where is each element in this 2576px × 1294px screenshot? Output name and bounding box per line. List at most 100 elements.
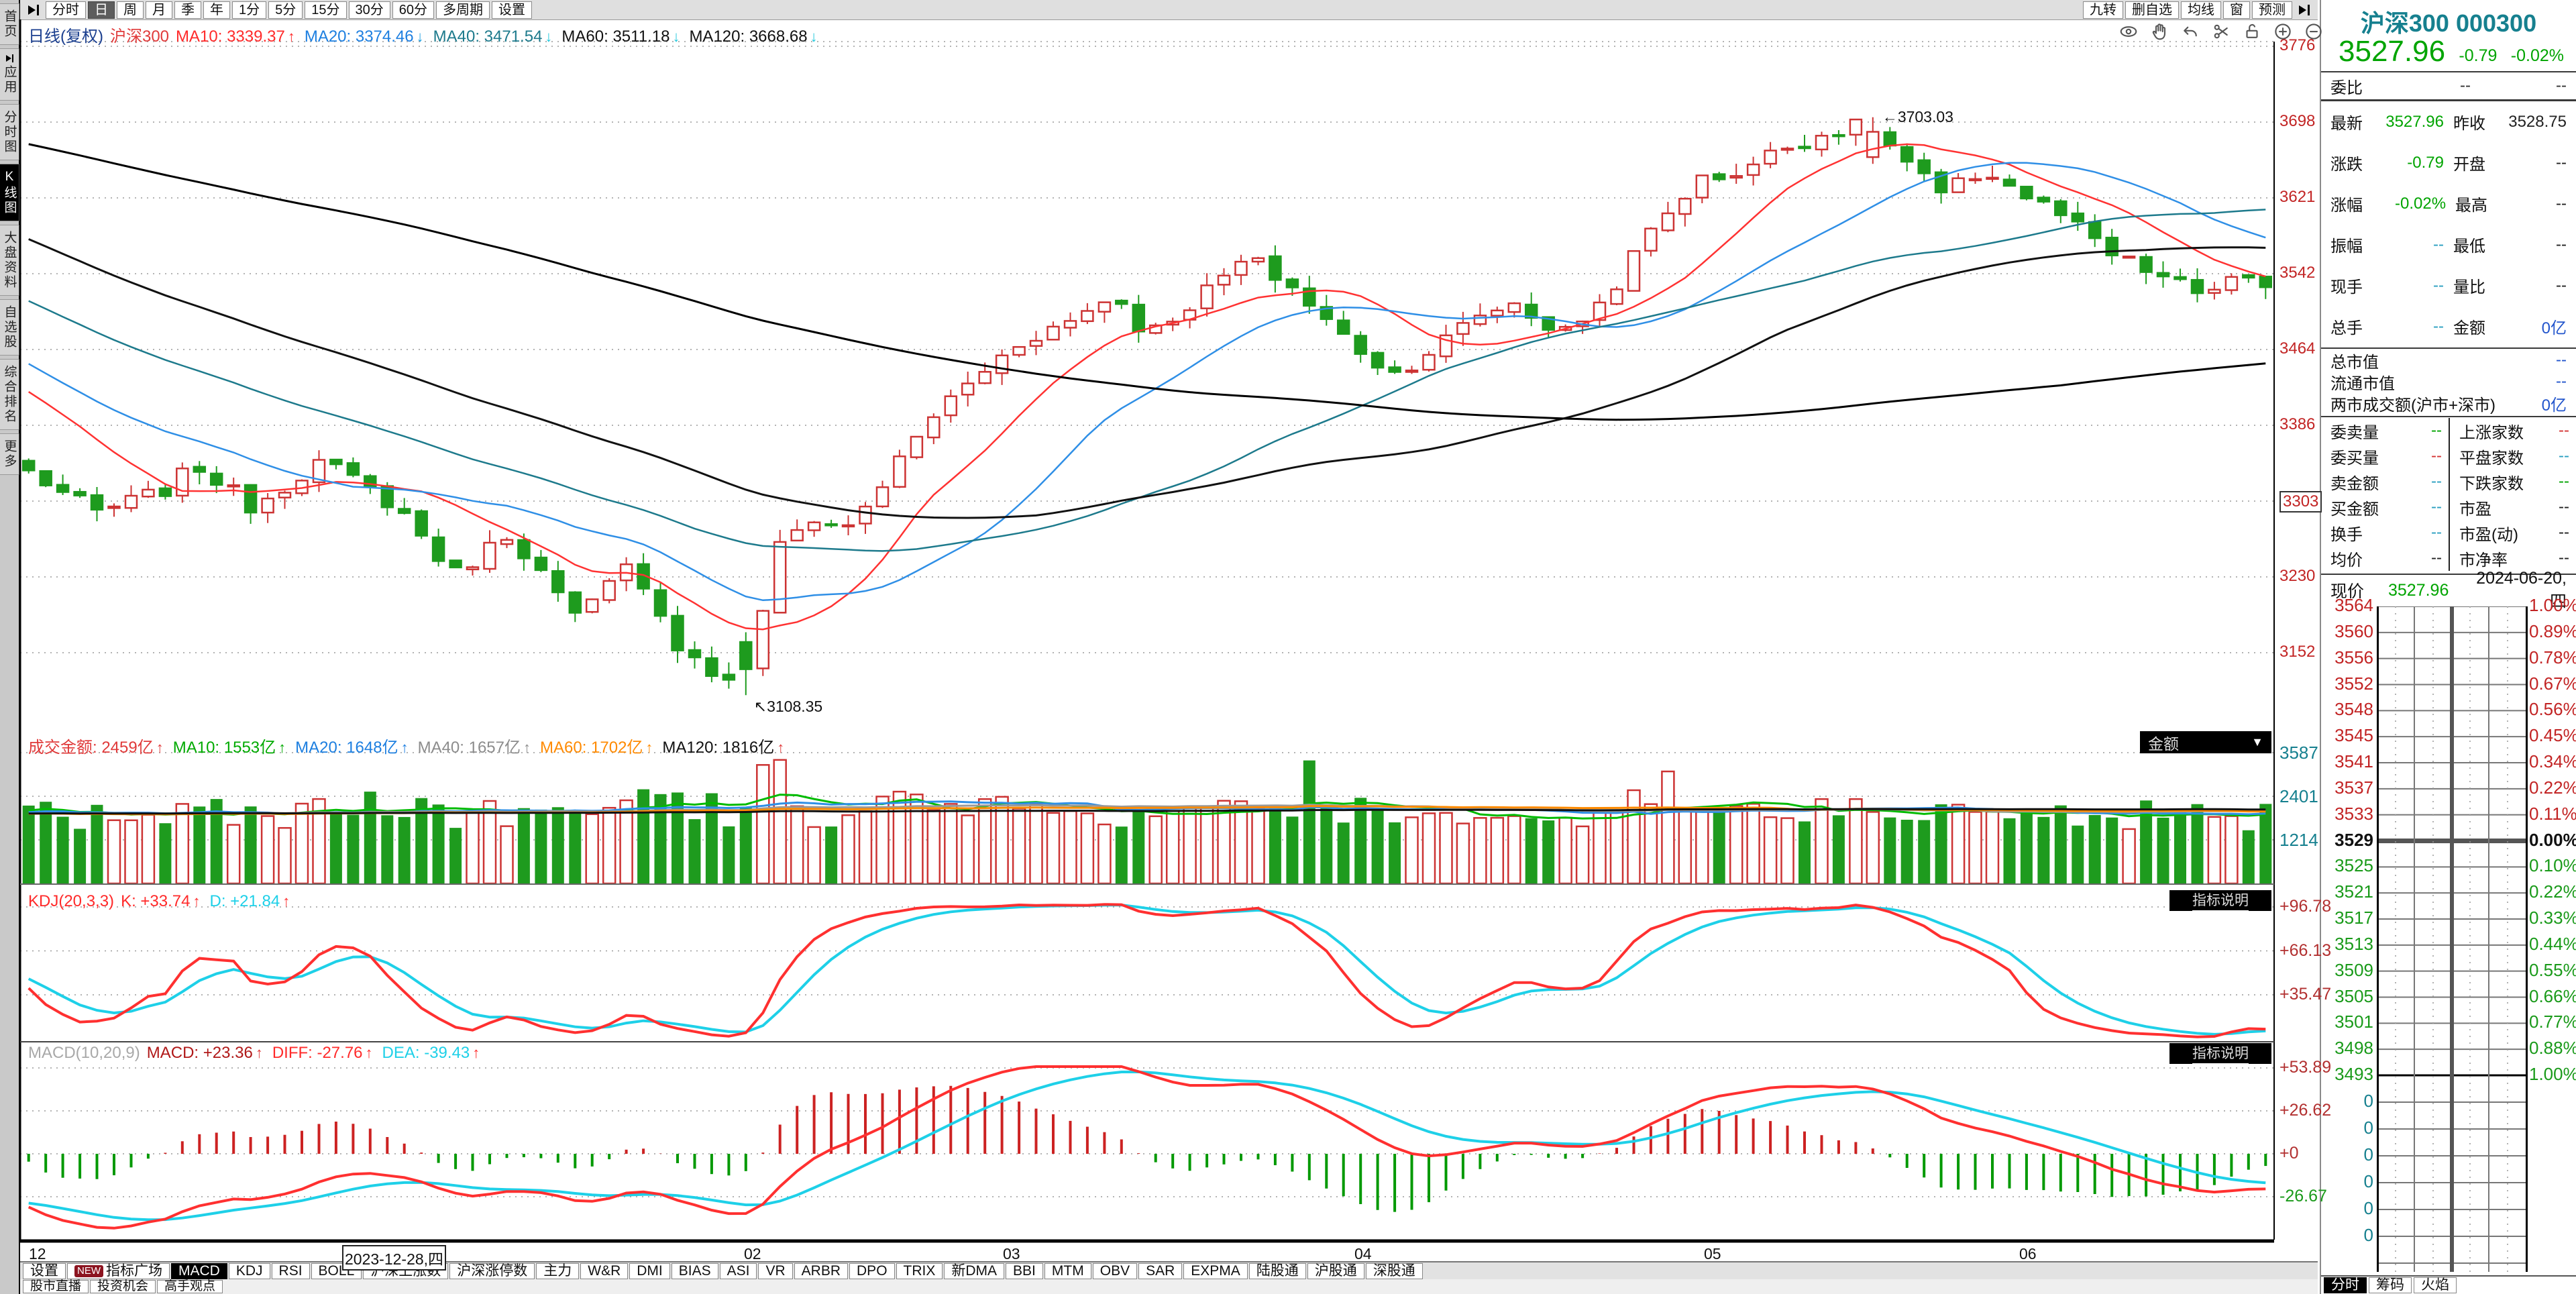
indicator-tab-MACD[interactable]: MACD — [171, 1262, 227, 1279]
indicator-tab-RSI[interactable]: RSI — [271, 1262, 310, 1279]
tool-窗[interactable]: 窗 — [2223, 1, 2250, 19]
volume-mode-dropdown[interactable]: 金额 ▼ — [2140, 731, 2271, 753]
ladder-price: 3564 — [2334, 595, 2373, 615]
zoom-in-icon[interactable] — [2273, 21, 2293, 42]
indicator-tab-DPO[interactable]: DPO — [849, 1262, 895, 1279]
ladder-price: 3505 — [2334, 985, 2373, 1006]
indicator-tab-沪股通[interactable]: 沪股通 — [1307, 1262, 1364, 1279]
period-60分[interactable]: 60分 — [392, 1, 434, 19]
indicator-value: K: +33.74 — [121, 892, 191, 910]
period-分时[interactable]: 分时 — [46, 1, 86, 19]
indicator-tab-ARBR[interactable]: ARBR — [794, 1262, 849, 1279]
price-axis-label: 3698 — [2279, 112, 2316, 130]
kdj-explain-badge[interactable]: 指标说明 — [2169, 890, 2271, 912]
sidebar-item-大盘资料[interactable]: 大盘资料 — [0, 225, 19, 296]
indicator-tab-EXPMA[interactable]: EXPMA — [1183, 1262, 1248, 1279]
last-price: 3527.96 — [2339, 35, 2446, 68]
info-tab-投资机会[interactable]: 投资机会 — [90, 1280, 156, 1293]
right-tab-分时[interactable]: 分时 — [2324, 1277, 2367, 1293]
trend-arrow: ↓ — [416, 28, 424, 45]
price-axis-label: 3464 — [2279, 339, 2316, 358]
period-多周期[interactable]: 多周期 — [436, 1, 490, 19]
indicator-tab-沪深涨停数[interactable]: 沪深涨停数 — [449, 1262, 535, 1279]
info-tab-股市直播[interactable]: 股市直播 — [23, 1280, 89, 1293]
ladder-percent: 1.00% — [2529, 595, 2576, 615]
indicator-tab-VR[interactable]: VR — [758, 1262, 793, 1279]
period-周[interactable]: 周 — [117, 1, 144, 19]
indicator-tab-BOLL[interactable]: BOLL — [311, 1262, 362, 1279]
trend-arrow: ↑ — [472, 1044, 480, 1061]
indicator-value: 成交金额: 2459亿 — [28, 739, 154, 757]
period-年[interactable]: 年 — [203, 1, 230, 19]
indicator-tab-MTM[interactable]: MTM — [1044, 1262, 1091, 1279]
indicator-tab-ASI[interactable]: ASI — [719, 1262, 757, 1279]
period-日[interactable]: 日 — [88, 1, 115, 19]
period-30分[interactable]: 30分 — [348, 1, 390, 19]
indicator-tab-BBI[interactable]: BBI — [1006, 1262, 1043, 1279]
ladder-price: 3498 — [2334, 1038, 2373, 1059]
tool-删自选[interactable]: 删自选 — [2125, 1, 2179, 19]
undo-icon[interactable] — [2180, 21, 2200, 42]
indicator-tab-TRIX[interactable]: TRIX — [896, 1262, 943, 1279]
indicator-tab-OBV[interactable]: OBV — [1092, 1262, 1138, 1279]
indicator-tab-主力[interactable]: 主力 — [536, 1262, 580, 1279]
hand-icon[interactable] — [2149, 21, 2169, 42]
price-axis-label: 3542 — [2279, 264, 2316, 282]
quote-panel: 沪深300 000300 3527.96 -0.79 -0.02% 委比 -- … — [2320, 0, 2576, 1294]
period-月[interactable]: 月 — [146, 1, 172, 19]
period-15分[interactable]: 15分 — [305, 1, 347, 19]
indicator-tab-KDJ[interactable]: KDJ — [228, 1262, 270, 1279]
right-tab-筹码[interactable]: 筹码 — [2369, 1277, 2412, 1293]
volume-axis-label: 3587 — [2279, 743, 2318, 763]
macd-axis-label: +26.62 — [2279, 1101, 2332, 1120]
sidebar-item-更多[interactable]: 更多 — [0, 433, 19, 475]
right-bottom-tabs: 分时 筹码 火焰 — [2321, 1275, 2576, 1294]
info-tab-bar: 股市直播 投资机会 高手观点 — [20, 1279, 2318, 1294]
ladder-price: 3513 — [2334, 933, 2373, 954]
indicator-tab-设置[interactable]: 设置 — [23, 1262, 66, 1279]
scissors-icon[interactable] — [2211, 21, 2231, 42]
indicator-tab-新DMA[interactable]: 新DMA — [944, 1262, 1005, 1279]
indicator-tab-SAR[interactable]: SAR — [1138, 1262, 1183, 1279]
tool-九转[interactable]: 九转 — [2083, 1, 2123, 19]
right-tab-火焰[interactable]: 火焰 — [2414, 1277, 2457, 1293]
tool-预测[interactable]: 预测 — [2252, 1, 2292, 19]
period-设置[interactable]: 设置 — [492, 1, 532, 19]
indicator-tab-指标广场[interactable]: NEW 指标广场 — [67, 1262, 170, 1279]
chart-tool-icons — [2118, 21, 2324, 42]
ladder-price: 3525 — [2334, 855, 2373, 876]
unlock-icon[interactable] — [2242, 21, 2262, 42]
sidebar-item-综合排名[interactable]: 综合排名 — [0, 359, 19, 430]
period-季[interactable]: 季 — [174, 1, 201, 19]
macd-explain-badge[interactable]: 指标说明 — [2169, 1043, 2271, 1065]
macd-indicator-header: MACD(10,20,9) MACD: +23.36 ↑ DIFF: -27.76 ↑ D… — [28, 1044, 489, 1063]
info-tab-高手观点[interactable]: 高手观点 — [157, 1280, 223, 1293]
tool-均线[interactable]: 均线 — [2181, 1, 2221, 19]
indicator-tab-陆股通[interactable]: 陆股通 — [1248, 1262, 1306, 1279]
jump-start-icon[interactable] — [28, 4, 39, 15]
trend-arrow: ↑ — [287, 28, 295, 45]
stock-name-code: 沪深300 000300 — [2360, 9, 2537, 37]
quote-row: 涨跌 -0.79 开盘 -- — [2330, 153, 2567, 174]
sidebar-item-自选股[interactable]: 自选股 — [0, 299, 19, 356]
sidebar-item-首页[interactable]: 首页 — [0, 3, 19, 45]
period-5分[interactable]: 5分 — [268, 1, 303, 19]
x-axis-label: 04 — [1354, 1245, 1372, 1262]
sidebar-item-应用[interactable]: 应用 — [0, 48, 19, 101]
kdj-axis-label: +35.47 — [2279, 985, 2332, 1004]
indicator-tab-W&R[interactable]: W&R — [580, 1262, 629, 1279]
sidebar-item-分时图[interactable]: 分时图 — [0, 104, 19, 160]
period-1分[interactable]: 1分 — [232, 1, 267, 19]
trend-arrow: ↑ — [193, 893, 201, 910]
indicator-tab-BIAS[interactable]: BIAS — [671, 1262, 718, 1279]
indicator-tab-深股通[interactable]: 深股通 — [1365, 1262, 1423, 1279]
chevron-down-icon: ▼ — [2251, 735, 2263, 749]
eye-icon[interactable] — [2118, 21, 2139, 42]
indicator-value: MA10: 1553亿 — [172, 739, 276, 757]
indicator-tab-DMI[interactable]: DMI — [629, 1262, 670, 1279]
order-stat-rows: 委卖量 -- 上涨家数 -- 委买量 -- 平盘家数 -- 卖金额 -- 下跌家数 -- 买金额 -- 市盈… — [2321, 418, 2576, 571]
jump-end-icon[interactable] — [2299, 4, 2310, 15]
sidebar-item-K线图[interactable]: K线图 — [0, 164, 19, 221]
zoom-out-icon[interactable] — [2304, 21, 2324, 42]
